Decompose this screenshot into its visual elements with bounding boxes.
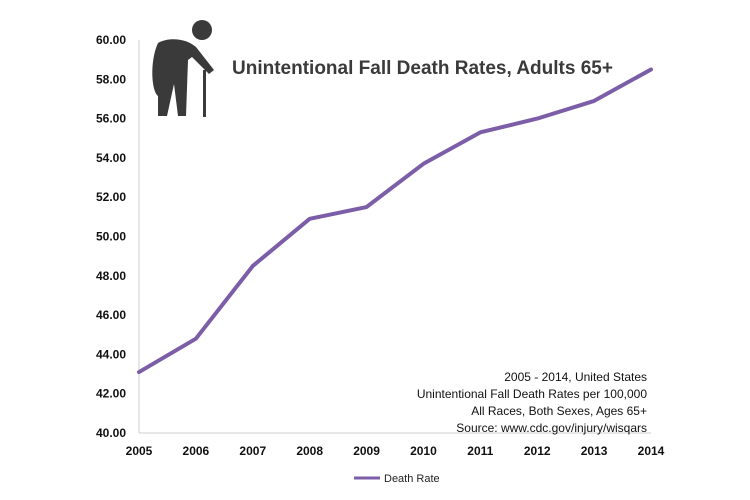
y-tick-label: 48.00 [96, 269, 126, 283]
y-tick-label: 40.00 [96, 426, 126, 440]
x-tick-labels: 2005 2006 2007 2008 2009 2010 2011 2012 2013 2014 [126, 444, 665, 458]
y-tick-label: 54.00 [96, 151, 126, 165]
annotation-line-1: 2005 - 2014, United States [504, 370, 647, 384]
y-tick-label: 50.00 [96, 230, 126, 244]
annotation-line-3: All Races, Both Sexes, Ages 65+ [471, 404, 647, 418]
series-line-death-rate [137, 67, 653, 375]
series-layer [137, 67, 653, 375]
elderly-person-with-cane-icon [152, 20, 214, 117]
x-tick-label: 2005 [126, 444, 153, 458]
legend: Death Rate [354, 473, 440, 485]
x-tick-label: 2007 [239, 444, 266, 458]
x-tick-label: 2006 [183, 444, 210, 458]
x-tick-label: 2012 [524, 444, 551, 458]
x-tick-label: 2014 [638, 444, 665, 458]
x-tick-label: 2008 [296, 444, 323, 458]
y-tick-label: 42.00 [96, 387, 126, 401]
y-tick-label: 60.00 [96, 33, 126, 47]
x-tick-label: 2013 [581, 444, 608, 458]
y-tick-label: 44.00 [96, 347, 126, 361]
y-tick-label: 56.00 [96, 112, 126, 126]
x-tick-label: 2009 [353, 444, 380, 458]
y-tick-label: 58.00 [96, 72, 126, 86]
annotation-line-2: Unintentional Fall Death Rates per 100,0… [417, 387, 647, 401]
y-tick-labels: 40.00 42.00 44.00 46.00 48.00 50.00 52.00 54.00… [96, 33, 126, 440]
x-tick-label: 2010 [410, 444, 437, 458]
x-tick-label: 2011 [467, 444, 493, 458]
y-tick-label: 46.00 [96, 308, 126, 322]
y-tick-label: 52.00 [96, 190, 126, 204]
annotation-line-4: Source: www.cdc.gov/injury/wisqars [456, 421, 647, 435]
chart-title: Unintentional Fall Death Rates, Adults 6… [232, 58, 613, 79]
legend-label: Death Rate [384, 473, 440, 485]
